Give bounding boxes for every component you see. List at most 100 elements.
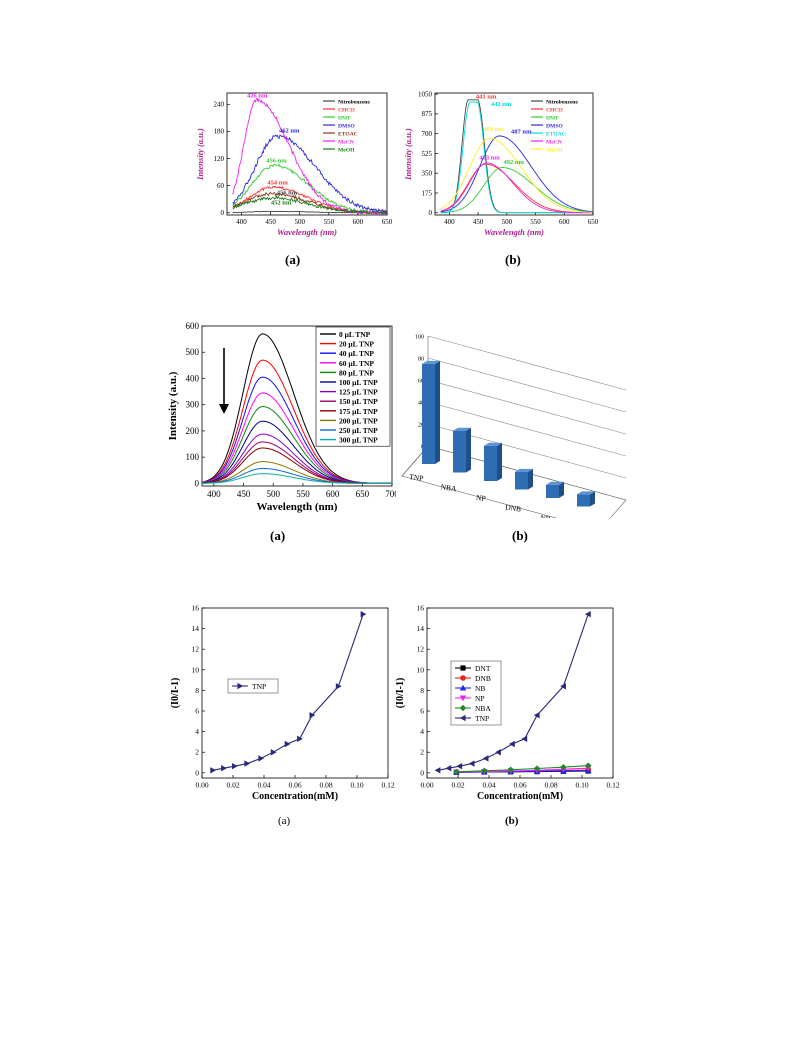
plot-frame [201,325,393,487]
bar-top-dnb [515,468,533,472]
x-tick-label: 0.02 [226,781,239,790]
peak-annotation: 442 nm [491,101,512,108]
data-point-tnp [221,765,227,772]
y-tick-label: 8 [420,686,424,695]
data-point-tnp [210,767,217,774]
series-line-meoh [232,195,387,216]
chart-solvent-emission-a: 400 450 500 550 600 650 0 60 120 180 240 Wavelength… [195,93,393,237]
legend-label-dmf: DMF [546,115,559,121]
x-tick-label: 500 [294,218,305,226]
data-point-tnp [468,760,475,767]
data-point-tnp [270,749,277,756]
legend-label-250-l-tnp: 250 μL TNP [339,426,378,435]
bar-top-dnt [577,491,595,495]
series-line-nitrobenzene [440,99,593,214]
bar-side-nb [559,481,564,498]
y-tick-label: 4 [195,727,199,736]
x-tick-label: 0.12 [606,781,619,790]
bar-nba [453,430,466,473]
legend-label-0-l-tnp: 0 μL TNP [339,330,371,339]
x-tick-label: 0.00 [195,781,208,790]
legend-label-etoac: ETOAC [338,131,358,137]
legend-label-80-l-tnp: 80 μL TNP [339,368,374,377]
legend-label-mecn: MeCN [338,139,354,145]
legend-marker-dnb [460,675,466,681]
data-point-tnp [585,610,591,618]
y-tick-label: 14 [417,624,425,633]
y-tick-label: 300 [186,400,200,410]
x-tick-label: 0.12 [381,781,394,790]
x-tick-label: 700 [385,489,396,499]
data-point-nba [507,766,514,773]
y-tick-label: 200 [186,426,200,436]
legend-label-dmf: DMF [338,115,351,121]
legend-label-dmso: DMSO [546,123,563,129]
bar-side-np [497,442,502,481]
legend-box [450,660,502,726]
x-axis-label: Wavelength (nm) [484,227,544,237]
y-tick-label: 16 [417,604,425,613]
y-tick-label: 80 [418,357,424,363]
legend-label-nitrobenzene: Nitrobenzene [546,99,578,105]
bar-side-tnp [435,360,440,464]
x-axis-label: Concentration(mM) [252,791,338,802]
y-tick-label: 100 [415,335,424,341]
y-axis-label: (I0/I-1) [170,678,181,709]
y-axis-label: Intensity (a.u.) [403,128,413,181]
legend-box [315,326,391,447]
x-tick-label: 600 [326,489,340,499]
peak-annotation: 441 nm [476,94,497,101]
grid-line [427,401,627,457]
y-tick-label: 4 [420,727,424,736]
y-tick-label: 0 [195,478,200,488]
data-point-tnp [533,711,540,719]
x-tick-label: 600 [559,218,570,226]
x-tick-label: 650 [356,489,370,499]
chart-quenching-bar: 020406080100TNPNBANPDNBNBDNT [401,335,627,518]
x-tick-label: 400 [236,218,247,226]
x-axis-label: Concentration(mM) [477,791,563,802]
data-point-tnp [284,740,291,748]
caption-fig1b: (b) [505,252,521,267]
x-tick-label: 0.06 [513,781,526,790]
down-arrow-head [219,404,229,414]
series-line-dmf [440,167,593,214]
chart-tnp-titration: 400 450 500 550 600 650 700 0 100 200 300 400 500 600… [168,321,396,513]
data-point-tnp [434,767,441,774]
data-point-tnp [244,760,251,767]
bar-side-dnb [528,468,533,490]
peak-annotation: 456 nm [266,158,287,165]
bar-tnp [422,363,435,464]
y-tick-label: 10 [192,665,200,674]
data-point-tnp [445,765,452,772]
y-tick-label: 875 [422,110,433,118]
plot-frame [434,92,594,216]
bar-dnb [515,471,528,490]
y-tick-label: 0 [429,209,433,217]
series-line-np [456,767,589,773]
legend-marker-tnp [237,682,244,690]
legend-label-etoac: ETOAC [546,131,566,137]
data-point-tnp [258,755,265,762]
caption-fig1a: (a) [285,252,301,267]
series-line-dmf [232,163,387,215]
data-point-tnp [231,762,238,770]
legend-label-meoh: MeOH [546,147,563,153]
y-tick-label: 600 [186,321,200,331]
peak-annotation: 487 nm [511,129,532,136]
bar-dnt [577,494,590,507]
bar-nb [546,484,559,498]
x-tick-label: 500 [502,218,513,226]
y-tick-label: 16 [192,604,200,613]
legend-label-60-l-tnp: 60 μL TNP [339,359,374,368]
series-line-dmso [232,134,387,215]
bar-np [484,445,497,481]
x-tick-label: 400 [207,489,221,499]
x-tick-label: 650 [588,218,599,226]
bar-top-nb [546,481,564,485]
series-line-meoh [440,137,593,213]
category-label-nba: NBA [440,482,458,493]
legend-label-meoh: MeOH [338,147,355,153]
x-tick-label: 550 [324,218,335,226]
y-tick-label: 8 [195,686,199,695]
